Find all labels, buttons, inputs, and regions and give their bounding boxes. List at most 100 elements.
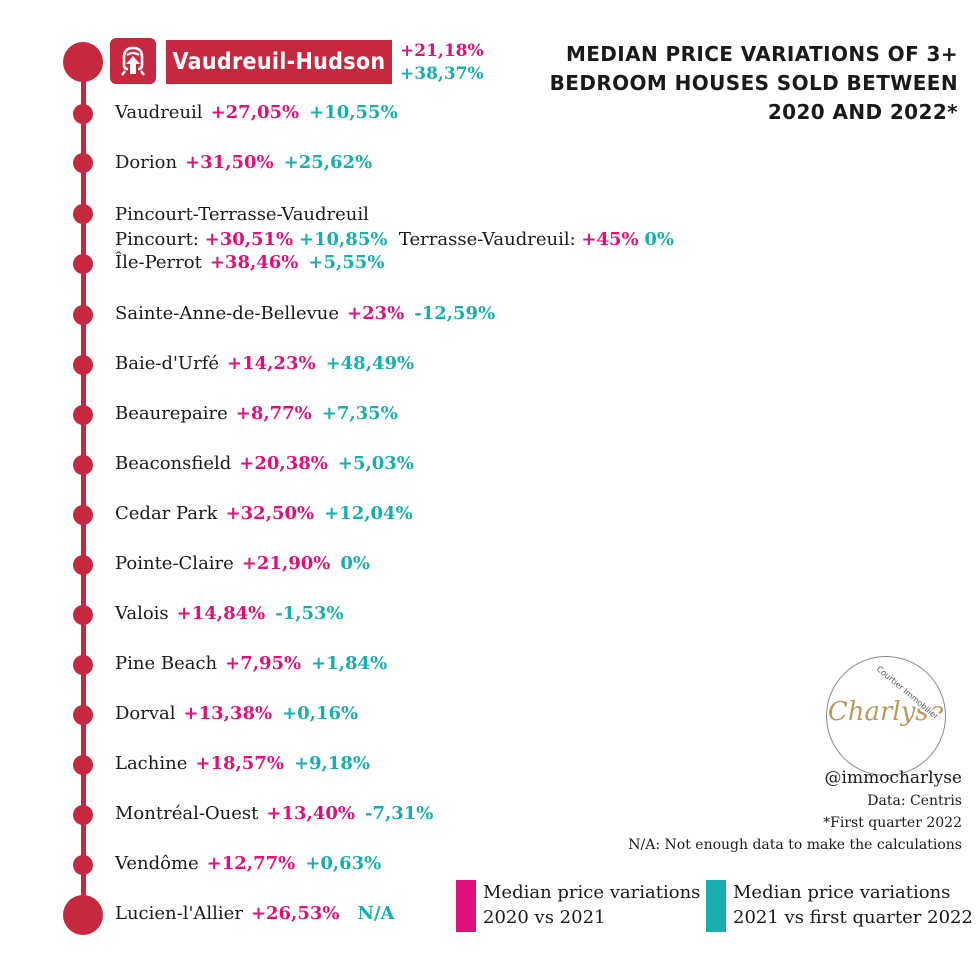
station-name: Vendôme — [115, 853, 199, 874]
station-row: Cedar Park +32,50% +12,04% — [115, 503, 413, 524]
line-header-values: +21,18% +38,37% — [400, 40, 484, 86]
value-2021-2022: 0% — [340, 553, 371, 574]
value-2020-2021: +27,05% — [210, 102, 300, 123]
station-dot — [73, 204, 93, 224]
station-name: Pincourt-Terrasse-Vaudreuil — [115, 204, 369, 225]
station-dot — [73, 755, 93, 775]
value-2021-2022: +25,62% — [283, 152, 373, 173]
station-dot — [73, 305, 93, 325]
station-name: Valois — [115, 603, 169, 624]
station-row: Beaurepaire +8,77% +7,35% — [115, 403, 398, 424]
chart-title: MEDIAN PRICE VARIATIONS OF 3+ BEDROOM HO… — [550, 40, 958, 127]
sub-label: Terrasse-Vaudreuil: — [398, 229, 576, 250]
station-row: Dorval +13,38% +0,16% — [115, 703, 358, 724]
station-name: Vaudreuil — [115, 102, 203, 123]
legend-swatch-teal — [706, 880, 726, 932]
value-2020-2021: +31,50% — [185, 152, 274, 173]
value-2020-2021: +14,23% — [227, 353, 316, 374]
value-2020-2021: +12,77% — [206, 853, 296, 874]
value-2020-2021: +21,90% — [241, 553, 331, 574]
station-dot — [73, 805, 93, 825]
value-2020-2021: +30,51% — [204, 229, 294, 250]
station-row: Valois +14,84% -1,53% — [115, 603, 344, 624]
station-row: Pine Beach +7,95% +1,84% — [115, 653, 387, 674]
value-2020-2021: +14,84% — [176, 603, 266, 624]
social-handle: @immocharlyse — [824, 768, 962, 788]
train-line-track — [81, 60, 86, 915]
station-name: Pointe-Claire — [115, 553, 234, 574]
station-name: Île-Perrot — [115, 252, 202, 273]
station-dot — [73, 455, 93, 475]
value-2020-2021: +20,38% — [239, 453, 328, 474]
station-dot — [73, 254, 93, 274]
line-value-2020-2021: +21,18% — [400, 41, 484, 61]
value-2021-2022: +9,18% — [293, 753, 370, 774]
station-row: Beaconsfield +20,38% +5,03% — [115, 453, 414, 474]
station-name: Dorval — [115, 703, 176, 724]
value-2020-2021: +26,53% — [250, 903, 340, 924]
station-row: Pincourt-Terrasse-Vaudreuil Pincourt: +3… — [115, 202, 674, 252]
title-line: MEDIAN PRICE VARIATIONS OF 3+ — [565, 42, 958, 66]
value-2021-2022: +0,63% — [305, 853, 382, 874]
station-dot — [73, 855, 93, 875]
value-2020-2021: +13,40% — [266, 803, 355, 824]
station-row: Île-Perrot +38,46% +5,55% — [115, 252, 384, 273]
value-2020-2021: +8,77% — [235, 403, 312, 424]
station-dot — [73, 705, 93, 725]
station-name: Pine Beach — [115, 653, 218, 674]
value-2021-2022: -7,31% — [364, 803, 434, 824]
legend-label: Median price variations 2021 vs first qu… — [733, 880, 973, 930]
footnote: *First quarter 2022 — [823, 815, 962, 831]
value-2021-2022: N/A — [357, 903, 395, 924]
terminus-dot-top — [63, 42, 103, 82]
station-row: Baie-d'Urfé +14,23% +48,49% — [115, 353, 414, 374]
value-2020-2021: +32,50% — [225, 503, 315, 524]
title-line: 2020 AND 2022* — [767, 100, 958, 124]
value-2020-2021: +13,38% — [183, 703, 273, 724]
data-source: Data: Centris — [867, 793, 962, 809]
legend-item-2020-2021: Median price variations 2020 vs 2021 — [456, 880, 700, 932]
station-row: Sainte-Anne-de-Bellevue +23% -12,59% — [115, 303, 495, 324]
value-2020-2021: +18,57% — [195, 753, 284, 774]
station-name: Lachine — [115, 753, 188, 774]
station-dot — [73, 605, 93, 625]
value-2020-2021: +23% — [347, 303, 405, 324]
station-row: Pointe-Claire +21,90% 0% — [115, 553, 370, 574]
legend-swatch-magenta — [456, 880, 476, 932]
value-2021-2022: +0,16% — [282, 703, 359, 724]
value-2021-2022: -12,59% — [414, 303, 496, 324]
station-name: Beaurepaire — [115, 403, 228, 424]
station-name: Baie-d'Urfé — [115, 353, 220, 374]
station-name: Lucien-l'Allier — [115, 903, 243, 924]
station-dot — [73, 153, 93, 173]
value-2020-2021: +38,46% — [209, 252, 299, 273]
station-name: Cedar Park — [115, 503, 218, 524]
station-row: Vaudreuil +27,05% +10,55% — [115, 102, 398, 123]
station-dot — [73, 505, 93, 525]
station-dot — [73, 355, 93, 375]
value-2021-2022: +7,35% — [321, 403, 398, 424]
value-2020-2021: +7,95% — [225, 653, 302, 674]
legend-line: 2020 vs 2021 — [483, 907, 606, 928]
train-icon — [110, 38, 156, 84]
legend-line: Median price variations — [483, 882, 701, 903]
legend-line: Median price variations — [733, 882, 951, 903]
value-2021-2022: -1,53% — [275, 603, 344, 624]
station-name: Beaconsfield — [115, 453, 232, 474]
value-2021-2022: +5,03% — [337, 453, 414, 474]
station-dot — [73, 555, 93, 575]
station-name: Sainte-Anne-de-Bellevue — [115, 303, 340, 324]
value-2021-2022: +12,04% — [324, 503, 413, 524]
terminus-dot-bottom — [63, 895, 103, 935]
station-dot — [73, 655, 93, 675]
legend-label: Median price variations 2020 vs 2021 — [483, 880, 700, 930]
value-2021-2022: +48,49% — [325, 353, 415, 374]
station-dot — [73, 405, 93, 425]
station-row: Vendôme +12,77% +0,63% — [115, 853, 381, 874]
station-row: Lucien-l'Allier +26,53% N/A — [115, 903, 395, 924]
value-2021-2022: +1,84% — [311, 653, 388, 674]
station-name: Dorion — [115, 152, 178, 173]
station-sub-values: Pincourt: +30,51% +10,85% Terrasse-Vaudr… — [115, 227, 674, 252]
station-row: Montréal-Ouest +13,40% -7,31% — [115, 803, 433, 824]
value-2021-2022: +5,55% — [308, 252, 385, 273]
